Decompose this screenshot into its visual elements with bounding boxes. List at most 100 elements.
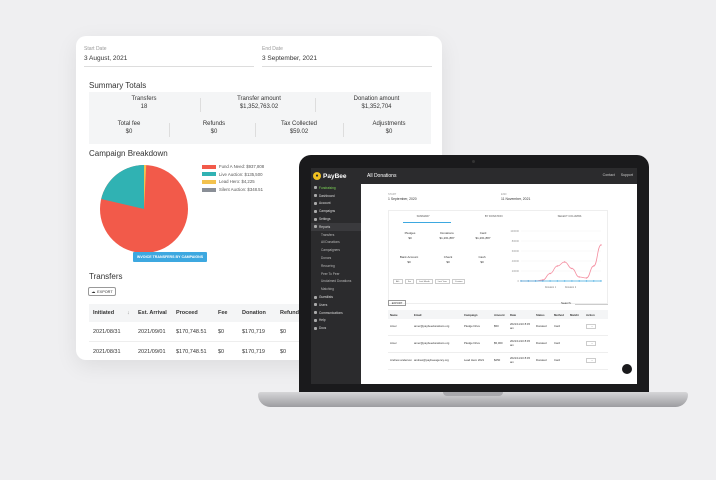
col-initiated[interactable]: Initiated xyxy=(93,310,115,316)
invoice-transfers-button[interactable]: INVOICE TRANSFERS BY CAMPAIGNS xyxy=(133,252,207,262)
sidebar-item-fundraising[interactable]: Fundraising xyxy=(311,184,361,192)
tab-by-donation[interactable]: BY DONATION xyxy=(484,215,503,218)
filter-last-month[interactable]: Last Month xyxy=(415,279,433,284)
summary-label: Tax Collected xyxy=(280,121,318,127)
contact-link[interactable]: Contact xyxy=(602,173,615,177)
data-point[interactable] xyxy=(549,280,551,282)
data-point[interactable] xyxy=(571,280,573,282)
data-point[interactable] xyxy=(542,279,544,281)
col-campaign[interactable]: Campaign xyxy=(464,312,478,317)
col-action[interactable]: Action xyxy=(586,312,595,317)
sidebar-item-label: Transfers xyxy=(321,232,335,237)
data-point[interactable] xyxy=(585,280,588,282)
end-date-value[interactable]: 11 November, 2021 xyxy=(501,197,531,201)
data-point[interactable] xyxy=(600,280,602,282)
summary-donation-amount: Donation amount $1,352,704 xyxy=(334,96,419,110)
data-point[interactable] xyxy=(542,280,544,282)
data-point[interactable] xyxy=(556,265,559,267)
stat-label: Pledges xyxy=(404,231,416,235)
filter-custom[interactable]: Custom xyxy=(451,279,466,284)
cell-refund: $0 xyxy=(280,328,287,335)
donations-table-header: Name Email Campaign Amount Date Status Method M… xyxy=(388,310,608,319)
sidebar-item-transfers[interactable]: Transfers xyxy=(311,231,361,239)
sort-arrow-icon[interactable]: ↓ xyxy=(127,310,130,316)
data-point[interactable] xyxy=(563,261,566,263)
tab-select-columns[interactable]: SELECT COLUMNS xyxy=(557,215,582,218)
col-donation[interactable]: Donation xyxy=(242,310,266,316)
sidebar-item-recurring[interactable]: Recurring xyxy=(311,262,361,270)
data-point[interactable] xyxy=(571,267,573,270)
data-point[interactable] xyxy=(593,280,595,282)
summary-label: Adjustments xyxy=(372,121,406,127)
sidebar-item-donors[interactable]: Donors xyxy=(311,254,361,262)
chat-widget-button[interactable] xyxy=(622,364,632,374)
more-icon[interactable]: ... xyxy=(586,323,596,329)
search-input[interactable] xyxy=(575,301,608,305)
export-button[interactable]: EXPORT xyxy=(388,300,406,306)
cell-est-arrival: 2021/09/01 xyxy=(138,348,166,355)
col-method[interactable]: Method xyxy=(554,312,564,317)
data-point[interactable] xyxy=(600,244,602,246)
col-name[interactable]: Name xyxy=(390,312,398,317)
col-est-arrival[interactable]: Est. Arrival xyxy=(138,310,167,316)
start-date-field[interactable]: Start Date 3 August, 2021 xyxy=(84,46,254,67)
sidebar-item-help[interactable]: Help xyxy=(311,317,361,325)
action-button[interactable]: ... xyxy=(584,340,608,348)
paybee-logo[interactable]: ● PayBee xyxy=(313,170,347,182)
more-icon[interactable]: ... xyxy=(586,340,596,346)
start-date-value[interactable]: 3 August, 2021 xyxy=(84,55,254,67)
col-matchi[interactable]: Matchi xyxy=(570,312,579,317)
data-point[interactable] xyxy=(520,280,522,282)
data-point[interactable] xyxy=(593,265,595,267)
data-point[interactable] xyxy=(556,280,559,282)
data-point[interactable] xyxy=(585,277,588,279)
support-link[interactable]: Support xyxy=(620,173,633,177)
sidebar-item-account[interactable]: Account xyxy=(311,200,361,208)
data-point[interactable] xyxy=(527,280,529,282)
filter-3m[interactable]: 3m xyxy=(404,279,414,284)
end-date-label: END xyxy=(501,193,507,196)
filter-last-year[interactable]: Last Year xyxy=(434,279,450,284)
data-point[interactable] xyxy=(578,280,580,282)
sidebar-item-label: Reports xyxy=(319,224,331,229)
sidebar-item-dashboard[interactable]: Dashboard xyxy=(311,192,361,200)
sidebar-item-all-donations[interactable]: All Donations xyxy=(311,239,361,247)
action-button[interactable]: ... xyxy=(584,357,608,365)
menu-icon xyxy=(314,326,317,330)
col-amount[interactable]: Amount xyxy=(494,312,505,317)
col-email[interactable]: Email xyxy=(414,312,422,317)
filter-all[interactable]: ALL xyxy=(393,279,403,284)
end-date-value[interactable]: 3 September, 2021 xyxy=(262,55,432,67)
menu-icon xyxy=(314,186,317,190)
data-point[interactable] xyxy=(534,280,537,282)
sidebar-item-campaigners[interactable]: Campaigners xyxy=(311,246,361,254)
legend-label: Donation 1 xyxy=(545,286,557,289)
start-date-value[interactable]: 1 September, 2020 xyxy=(388,197,417,201)
col-proceed[interactable]: Proceed xyxy=(176,310,198,316)
sidebar-item-docs[interactable]: Docs xyxy=(311,324,361,332)
summary-value: $0 xyxy=(210,129,218,135)
tab-bar: SUMMARY BY DONATION SELECT COLUMNS xyxy=(389,215,609,218)
sidebar-item-peer-to-peer[interactable]: Peer To Peer xyxy=(311,270,361,278)
export-button[interactable]: ☁ EXPORT xyxy=(88,287,116,296)
action-button[interactable]: ... xyxy=(584,323,608,331)
more-icon[interactable]: ... xyxy=(586,357,596,363)
sidebar-item-unclaimed-donations[interactable]: Unclaimed Donations xyxy=(311,278,361,286)
end-date-field[interactable]: End Date 3 September, 2021 xyxy=(262,46,432,67)
sidebar-item-matching[interactable]: Matching xyxy=(311,285,361,293)
col-refund[interactable]: Refund xyxy=(280,310,299,316)
start-date-label: Start Date xyxy=(84,46,107,52)
col-status[interactable]: Status xyxy=(536,312,545,317)
sidebar-item-campaigns[interactable]: Campaigns xyxy=(311,207,361,215)
data-point[interactable] xyxy=(549,272,551,275)
sidebar-item-reports[interactable]: Reports xyxy=(311,222,361,231)
col-date[interactable]: Date xyxy=(510,312,517,317)
data-point[interactable] xyxy=(563,280,566,282)
sidebar-item-communications[interactable]: Communications xyxy=(311,309,361,317)
sidebar-item-settings[interactable]: Settings xyxy=(311,215,361,223)
data-point[interactable] xyxy=(578,276,580,278)
sidebar-item-users[interactable]: Users xyxy=(311,301,361,309)
sidebar-item-guestlists[interactable]: Guestlists xyxy=(311,293,361,301)
col-fee[interactable]: Fee xyxy=(218,310,228,316)
tab-summary[interactable]: SUMMARY xyxy=(416,215,430,218)
